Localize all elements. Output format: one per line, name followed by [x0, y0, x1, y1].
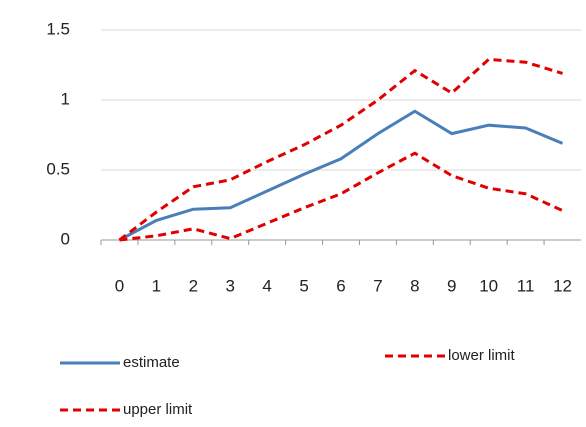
- legend-label: upper limit: [123, 401, 193, 418]
- y-tick-label: 1.5: [46, 19, 70, 38]
- legend-label: lower limit: [448, 347, 516, 364]
- x-tick-label: 6: [336, 276, 345, 295]
- x-tick-label: 12: [553, 276, 572, 295]
- x-tick-label: 10: [479, 276, 498, 295]
- legend-label: estimate: [123, 354, 180, 371]
- x-tick-label: 2: [189, 276, 198, 295]
- x-tick-label: 5: [299, 276, 308, 295]
- series-line: [118, 57, 563, 242]
- x-tick-label: 0: [115, 276, 124, 295]
- x-tick-label: 4: [262, 276, 271, 295]
- x-tick-label: 7: [373, 276, 382, 295]
- y-tick-label: 1: [61, 89, 70, 108]
- y-tick-label: 0: [61, 229, 70, 248]
- y-tick-label: 0.5: [46, 159, 70, 178]
- series-line: [119, 151, 564, 242]
- x-tick-label: 8: [410, 276, 419, 295]
- x-tick-label: 11: [517, 276, 535, 295]
- x-tick-label: 9: [447, 276, 456, 295]
- x-tick-label: 1: [152, 276, 161, 295]
- x-tick-label: 3: [225, 276, 234, 295]
- series-line: [118, 109, 564, 242]
